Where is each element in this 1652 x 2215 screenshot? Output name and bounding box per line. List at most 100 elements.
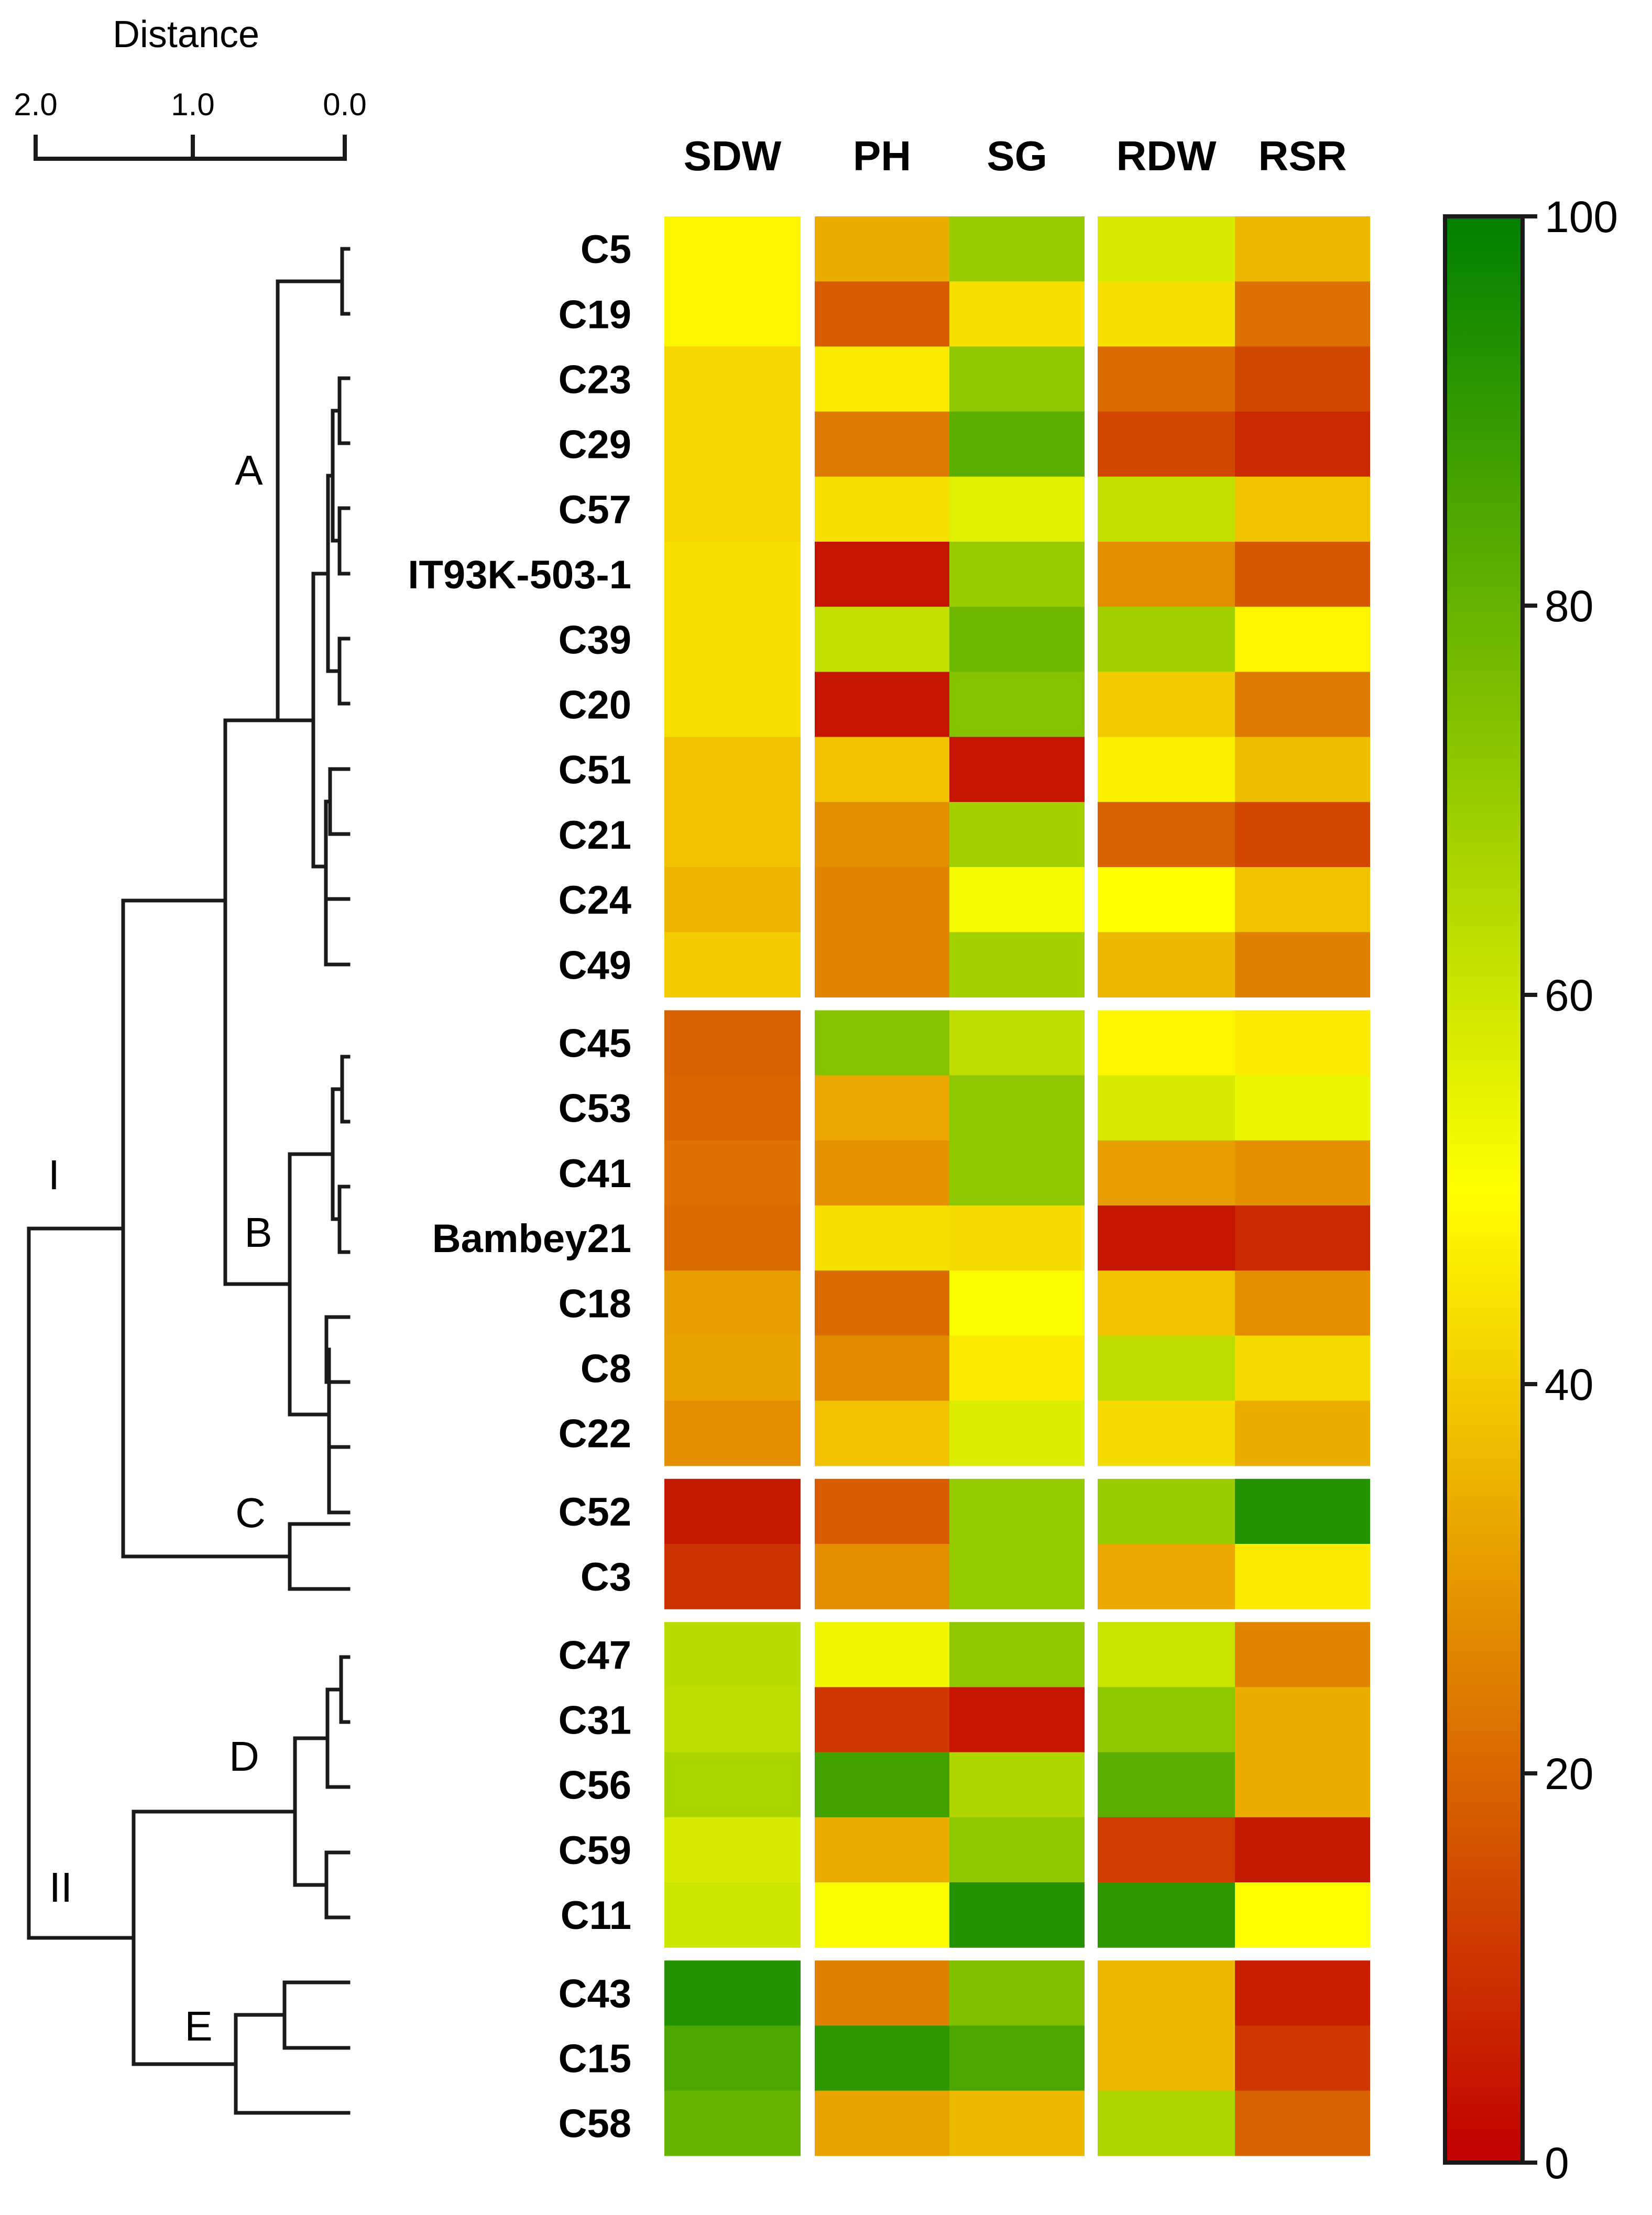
heatmap-cell-c41-ph — [815, 1140, 949, 1206]
heatmap-cell-c15-ph — [815, 2025, 949, 2091]
distance-scale: Distance 2.0 1.0 0.0 — [14, 14, 367, 161]
heatmap-cell-c22-rsr — [1235, 1400, 1370, 1466]
heatmap-cell-c53-sg — [949, 1075, 1085, 1141]
heatmap-cell-c51-sg — [949, 737, 1085, 803]
heatmap-cell-c3-ph — [815, 1544, 949, 1609]
column-label-rdw: RDW — [1116, 133, 1217, 179]
heatmap-cell-c56-rsr — [1235, 1752, 1370, 1818]
heatmap-cell-c20-rsr — [1235, 672, 1370, 738]
dendrogram-branch — [293, 1736, 330, 1887]
heatmap-cell-c58-sg — [949, 2090, 1085, 2156]
heatmap-cell-c59-rsr — [1235, 1817, 1370, 1883]
colorbar-tick-label-80: 80 — [1545, 582, 1593, 631]
heatmap-cell-c49-sdw — [664, 932, 801, 997]
heatmap-cell-c31-rsr — [1235, 1687, 1370, 1753]
column-label-ph: PH — [853, 133, 911, 179]
heatmap-cell-c5-rdw — [1098, 216, 1235, 282]
heatmap-cell-c41-sg — [949, 1140, 1085, 1206]
heatmap-cell-it93k-503-1-rsr — [1235, 542, 1370, 607]
heatmap-cell-c56-sg — [949, 1752, 1085, 1818]
heatmap-cell-c53-ph — [815, 1075, 949, 1141]
row-label-c21: C21 — [559, 813, 631, 858]
heatmap-cell-c31-sg — [949, 1687, 1085, 1753]
heatmap-cell-c53-sdw — [664, 1075, 801, 1141]
row-label-c41: C41 — [559, 1152, 631, 1196]
heatmap-cell-c31-rdw — [1098, 1687, 1235, 1753]
heatmap-cell-c5-rsr — [1235, 216, 1370, 282]
heatmap-cell-c20-sdw — [664, 672, 801, 738]
heatmap-cell-c5-ph — [815, 216, 949, 282]
cluster-label-ii: II — [49, 1864, 72, 1911]
heatmap-cell-c15-rsr — [1235, 2025, 1370, 2091]
heatmap-cell-c20-sg — [949, 672, 1085, 738]
row-label-c39: C39 — [559, 618, 631, 662]
heatmap-cell-c24-rsr — [1235, 867, 1370, 933]
column-labels: SDW PH SG RDW RSR — [684, 133, 1347, 179]
row-label-c3: C3 — [581, 1555, 631, 1599]
heatmap-cell-c57-rdw — [1098, 476, 1235, 542]
heatmap-cell-c58-sdw — [664, 2090, 801, 2156]
heatmap-cell-c22-sg — [949, 1400, 1085, 1466]
heatmap-cell-c20-ph — [815, 672, 949, 738]
colorbar: 0 20 40 60 80 100 — [1443, 192, 1618, 2188]
heatmap-cell-c47-sdw — [664, 1622, 801, 1687]
heatmap-cell-c41-sdw — [664, 1140, 801, 1206]
heatmap-cell-c18-sdw — [664, 1270, 801, 1336]
dendrogram-branch — [288, 1522, 351, 1591]
row-labels: C5 C19 C23 C29 C57 IT93K-503-1 C39 C20 C51 C21 C24… — [408, 227, 631, 2146]
heatmap-cell-c56-rdw — [1098, 1752, 1235, 1818]
heatmap-cell-c29-rsr — [1235, 411, 1370, 477]
row-label-c8: C8 — [581, 1347, 631, 1391]
heatmap-cell-bambey21-rdw — [1098, 1205, 1235, 1271]
heatmap-cell-c8-sdw — [664, 1335, 801, 1401]
heatmap-cell-c39-rsr — [1235, 607, 1370, 672]
row-label-it93k-503-1: IT93K-503-1 — [408, 553, 631, 597]
heatmap-cell-c18-rsr — [1235, 1270, 1370, 1336]
row-label-c59: C59 — [559, 1828, 631, 1873]
heatmap-cell-it93k-503-1-ph — [815, 542, 949, 607]
heatmap-cell-c45-sdw — [664, 1010, 801, 1076]
heatmap-cell-c5-sdw — [664, 216, 801, 282]
heatmap-cell-c19-sdw — [664, 281, 801, 347]
heatmap-cell-c56-sdw — [664, 1752, 801, 1818]
heatmap-cell-c56-ph — [815, 1752, 949, 1818]
heatmap-cell-c52-sdw — [664, 1478, 801, 1544]
heatmap-cell-c43-sdw — [664, 1960, 801, 2026]
heatmap-cell-c58-rdw — [1098, 2090, 1235, 2156]
heatmap-cell-c21-rdw — [1098, 802, 1235, 868]
heatmap-cell-it93k-503-1-rdw — [1098, 542, 1235, 607]
colorbar-ticks: 0 20 40 60 80 100 — [1523, 192, 1618, 2188]
heatmap-cell-c45-rdw — [1098, 1010, 1235, 1076]
heatmap-cell-c47-rdw — [1098, 1622, 1235, 1687]
heatmap-cell-c22-rdw — [1098, 1400, 1235, 1466]
heatmap-cell-c57-sdw — [664, 476, 801, 542]
row-label-c31: C31 — [559, 1698, 631, 1743]
heatmap-cell-c39-sdw — [664, 607, 801, 672]
distance-title: Distance — [113, 14, 259, 56]
column-label-sdw: SDW — [684, 133, 782, 179]
heatmap-cell-c18-rdw — [1098, 1270, 1235, 1336]
row-label-c19: C19 — [559, 292, 631, 337]
heatmap-cell-c39-ph — [815, 607, 949, 672]
heatmap-cell-c19-rdw — [1098, 281, 1235, 347]
heatmap-cell-c8-rdw — [1098, 1335, 1235, 1401]
row-label-c5: C5 — [581, 227, 631, 272]
dendrogram-branch — [223, 718, 292, 1286]
row-label-c51: C51 — [559, 748, 631, 793]
row-label-c18: C18 — [559, 1281, 631, 1326]
heatmap-cell-c57-ph — [815, 476, 949, 542]
distance-tick-0: 0.0 — [323, 87, 366, 122]
heatmap-cell-c24-ph — [815, 867, 949, 933]
heatmap-cell-c3-rsr — [1235, 1544, 1370, 1609]
row-label-c57: C57 — [559, 488, 631, 532]
colorbar-gradient — [1443, 214, 1525, 2165]
row-label-c47: C47 — [559, 1633, 631, 1677]
heatmap-cell-c8-rsr — [1235, 1335, 1370, 1401]
dendrogram-branch — [234, 2013, 351, 2115]
heatmap-cell-c59-sdw — [664, 1817, 801, 1883]
dendrogram-branch — [325, 1687, 351, 1789]
dendrogram-branch — [311, 572, 330, 869]
heatmap-cell-c45-rsr — [1235, 1010, 1370, 1076]
dendrogram-branch — [324, 897, 351, 967]
